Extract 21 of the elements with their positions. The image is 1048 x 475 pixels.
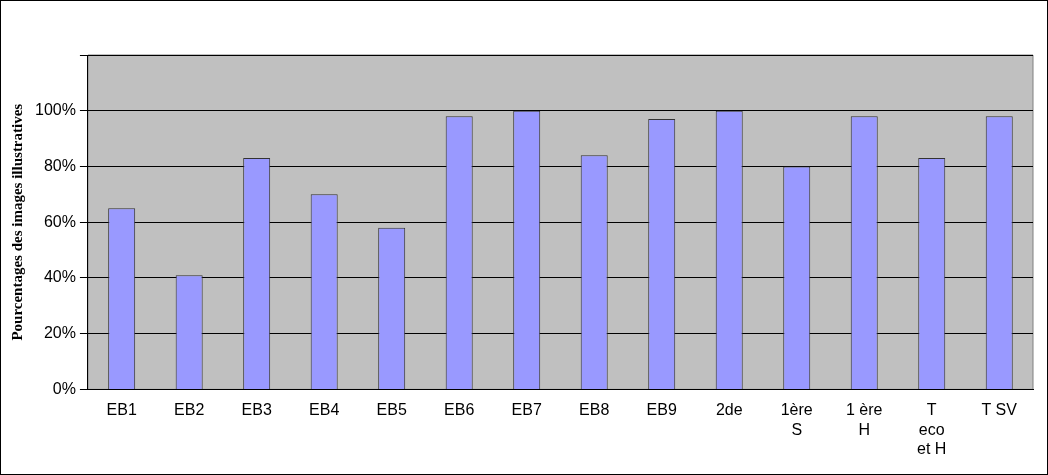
x-tick-label: EB9 [646, 401, 677, 419]
x-tick-label: EB1 [106, 401, 137, 419]
x-tick-label: EB2 [174, 401, 205, 419]
x-tick-label: 2de [715, 401, 743, 419]
y-tick-label: 100% [35, 101, 76, 119]
x-tick-label: EB3 [241, 401, 272, 419]
y-tick-label: 60% [43, 212, 76, 230]
y-tick-label: 40% [43, 268, 76, 286]
x-tick-label: 1 ère H [846, 401, 883, 438]
x-tick-label: EB5 [376, 401, 407, 419]
y-axis-title: Pourcentages des images illustratives [8, 103, 25, 341]
x-tick-label: EB7 [511, 401, 542, 419]
x-tick-label: EB6 [444, 401, 475, 419]
x-tick-label: T eco et H [917, 401, 947, 457]
x-tick-label: T SV [981, 401, 1018, 419]
x-tick-label: 1ère S [780, 401, 813, 438]
x-tick-label: EB8 [579, 401, 610, 419]
y-tick-label: 80% [43, 156, 76, 174]
y-tick-label: 0% [52, 379, 76, 397]
x-tick-label: EB4 [309, 401, 340, 419]
y-tick-label: 20% [43, 324, 76, 342]
